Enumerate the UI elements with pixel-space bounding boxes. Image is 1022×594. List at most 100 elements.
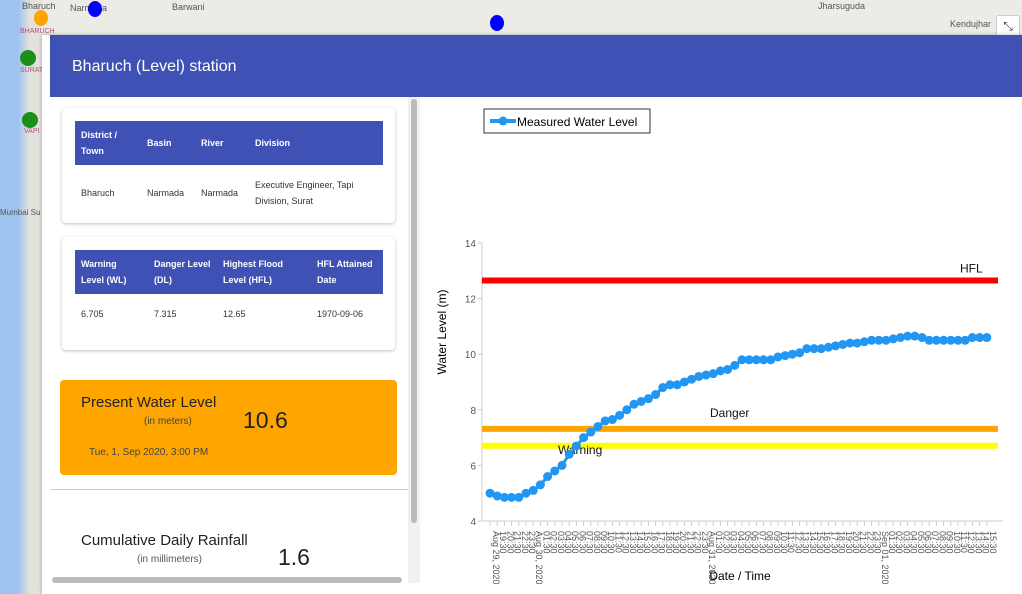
data-point[interactable] xyxy=(665,380,675,390)
data-point[interactable] xyxy=(730,360,740,370)
data-point[interactable] xyxy=(766,355,776,365)
data-point[interactable] xyxy=(737,355,747,365)
data-point[interactable] xyxy=(557,460,567,470)
data-point[interactable] xyxy=(600,416,610,426)
x-tick-label: 19:30 xyxy=(671,531,681,554)
data-point[interactable] xyxy=(751,355,761,365)
data-point[interactable] xyxy=(816,344,826,354)
data-point[interactable] xyxy=(615,410,625,420)
data-point[interactable] xyxy=(931,335,941,345)
x-tick-label: 14:30 xyxy=(635,531,645,554)
data-point[interactable] xyxy=(679,377,689,387)
data-point[interactable] xyxy=(759,355,769,365)
data-point[interactable] xyxy=(845,338,855,348)
data-point[interactable] xyxy=(586,427,596,437)
station-marker[interactable] xyxy=(22,112,38,128)
data-point[interactable] xyxy=(723,364,733,374)
data-point[interactable] xyxy=(823,342,833,352)
data-point[interactable] xyxy=(881,335,891,345)
data-point[interactable] xyxy=(975,333,985,343)
data-point[interactable] xyxy=(485,488,495,498)
data-point[interactable] xyxy=(564,449,574,459)
x-tick-label: 02:30 xyxy=(549,531,559,554)
data-point[interactable] xyxy=(514,492,524,502)
data-point[interactable] xyxy=(507,492,517,502)
data-point[interactable] xyxy=(636,396,646,406)
data-point[interactable] xyxy=(924,335,934,345)
data-point[interactable] xyxy=(874,335,884,345)
scrollbar-thumb[interactable] xyxy=(52,577,402,583)
map-label: Kendujhar xyxy=(950,19,992,29)
fullscreen-exit-button[interactable]: ⤡ xyxy=(996,15,1020,37)
data-point[interactable] xyxy=(499,492,509,502)
data-point[interactable] xyxy=(831,341,841,351)
data-point[interactable] xyxy=(787,349,797,359)
legend[interactable]: Measured Water Level xyxy=(483,108,651,134)
data-point[interactable] xyxy=(953,335,963,345)
x-tick-label: 13:30 xyxy=(628,531,638,554)
data-point[interactable] xyxy=(967,333,977,343)
data-point[interactable] xyxy=(521,488,531,498)
data-point[interactable] xyxy=(708,369,718,379)
data-point[interactable] xyxy=(917,333,927,343)
y-tick-label: 12 xyxy=(465,295,477,306)
data-point[interactable] xyxy=(701,370,711,380)
data-point[interactable] xyxy=(694,371,704,381)
data-point[interactable] xyxy=(802,344,812,354)
x-tick-label: 06:30 xyxy=(750,531,760,554)
data-point[interactable] xyxy=(715,366,725,376)
station-marker[interactable] xyxy=(20,50,36,66)
data-point[interactable] xyxy=(543,472,553,482)
vertical-scrollbar[interactable] xyxy=(408,97,420,583)
data-point[interactable] xyxy=(939,335,949,345)
data-point[interactable] xyxy=(651,390,661,400)
x-tick-label: 08:30 xyxy=(937,531,947,554)
data-point[interactable] xyxy=(780,351,790,361)
data-point[interactable] xyxy=(859,337,869,347)
data-point[interactable] xyxy=(838,339,848,349)
data-point[interactable] xyxy=(888,334,898,344)
data-point[interactable] xyxy=(687,374,697,384)
data-point[interactable] xyxy=(550,466,560,476)
rainfall-card: Cumulative Daily Rainfall (in millimeter… xyxy=(50,489,408,583)
data-point[interactable] xyxy=(528,485,538,495)
data-point[interactable] xyxy=(672,380,682,390)
data-point[interactable] xyxy=(910,331,920,341)
data-point[interactable] xyxy=(773,352,783,362)
data-point[interactable] xyxy=(903,331,913,341)
data-point[interactable] xyxy=(643,394,653,404)
data-point[interactable] xyxy=(535,480,545,490)
data-point[interactable] xyxy=(946,335,956,345)
data-point[interactable] xyxy=(629,399,639,409)
y-tick-label: 6 xyxy=(470,461,476,472)
y-tick-label: 8 xyxy=(470,406,476,417)
data-point[interactable] xyxy=(960,335,970,345)
data-point[interactable] xyxy=(982,333,992,343)
station-marker[interactable] xyxy=(34,10,48,26)
horizontal-scrollbar[interactable] xyxy=(50,575,408,585)
data-point[interactable] xyxy=(593,421,603,431)
x-tick-label: 07:30 xyxy=(757,531,767,554)
data-point[interactable] xyxy=(744,355,754,365)
data-point[interactable] xyxy=(658,383,668,393)
x-tick-label: 09:30 xyxy=(599,531,609,554)
data-point[interactable] xyxy=(795,348,805,358)
data-point[interactable] xyxy=(579,433,589,443)
water-level-chart: Measured Water Level 4 6 8 10 12 14 Aug 29, 2… xyxy=(435,108,1003,585)
x-tick-label: 18:30 xyxy=(837,531,847,554)
data-point[interactable] xyxy=(895,333,905,343)
data-point[interactable] xyxy=(492,491,502,501)
data-point[interactable] xyxy=(809,344,819,354)
data-point[interactable] xyxy=(607,415,617,425)
data-point[interactable] xyxy=(867,335,877,345)
scrollbar-thumb[interactable] xyxy=(411,99,417,523)
data-point[interactable] xyxy=(571,441,581,451)
x-tick-label: 14:30 xyxy=(981,531,991,554)
x-tick-label: 15:30 xyxy=(988,531,998,554)
station-marker[interactable] xyxy=(490,15,504,31)
data-point[interactable] xyxy=(622,405,632,415)
data-point[interactable] xyxy=(852,338,862,348)
station-marker[interactable] xyxy=(88,1,102,17)
col-header: Highest Flood Level (HFL) xyxy=(217,250,311,294)
x-tick-label: 05:30 xyxy=(743,531,753,554)
